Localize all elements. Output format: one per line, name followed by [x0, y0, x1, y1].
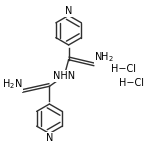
Text: NHN: NHN — [53, 71, 75, 81]
Text: H−Cl: H−Cl — [111, 64, 136, 74]
Text: H$_2$N: H$_2$N — [2, 77, 22, 91]
Text: H−Cl: H−Cl — [119, 78, 144, 88]
Text: N: N — [46, 133, 53, 143]
Text: N: N — [65, 6, 72, 16]
Text: NH$_2$: NH$_2$ — [95, 50, 114, 64]
